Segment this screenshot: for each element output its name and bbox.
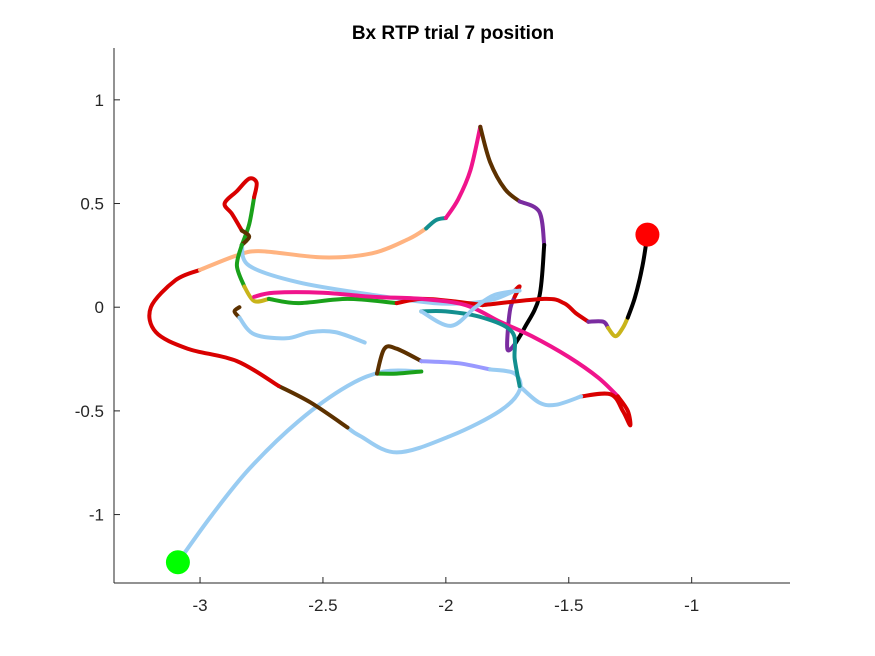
y-tick-label: 0 <box>95 298 104 317</box>
trajectory-segment-5 <box>276 384 350 430</box>
x-ticks: -3 -2.5 -2 -1.5 -1 <box>192 577 699 615</box>
trajectory-segment-9 <box>443 124 483 220</box>
trajectory-segment-27 <box>232 305 242 320</box>
trajectory-segment-1 <box>375 369 424 376</box>
x-tick-label: -2 <box>438 596 453 615</box>
chart-title: Bx RTP trial 7 position <box>352 23 554 44</box>
y-tick-label: 1 <box>95 91 104 110</box>
trajectory-segment-31 <box>517 384 584 408</box>
trajectory-segment-10 <box>478 124 522 204</box>
trajectory-segment-4 <box>345 367 523 455</box>
y-tick-label: -1 <box>89 506 104 525</box>
trajectory-segment-3 <box>419 359 493 372</box>
trajectory-segment-21 <box>266 296 399 306</box>
markers <box>165 222 660 575</box>
trajectory-segment-18 <box>239 228 252 247</box>
trajectory-segment-30 <box>579 391 633 428</box>
trajectory-segment-0 <box>175 368 424 565</box>
trajectory-segment-20 <box>242 284 271 304</box>
trajectory-segment-19 <box>234 243 247 289</box>
trajectory-segment-17 <box>222 176 259 233</box>
y-ticks: -1 -0.5 0 0.5 1 <box>75 91 120 525</box>
trajectory-segment-33 <box>419 288 522 328</box>
trajectory-segment-7 <box>198 226 429 272</box>
start-marker <box>165 550 190 575</box>
plot-lines <box>147 124 650 565</box>
x-tick-label: -1.5 <box>554 596 583 615</box>
trajectory-segment-16 <box>239 195 257 247</box>
trajectory-segment-2 <box>375 344 424 376</box>
trajectory-segment-29 <box>252 290 620 399</box>
trajectory-segment-32 <box>419 308 522 388</box>
trajectory-segment-26 <box>625 232 650 320</box>
trajectory-segment-24 <box>586 319 611 330</box>
y-tick-label: 0.5 <box>80 195 104 214</box>
trajectory-segment-6 <box>147 267 281 388</box>
trajectory-segment-11 <box>517 199 547 247</box>
x-tick-label: -3 <box>192 596 207 615</box>
x-tick-label: -1 <box>684 596 699 615</box>
trajectory-segment-25 <box>606 315 630 339</box>
trajectory-segment-23 <box>480 296 591 324</box>
trajectory-segment-28 <box>237 315 367 345</box>
end-marker <box>635 222 660 247</box>
x-tick-label: -2.5 <box>308 596 337 615</box>
y-tick-label: -0.5 <box>75 402 104 421</box>
trajectory-segment-12 <box>512 243 547 347</box>
trajectory-segment-8 <box>424 216 448 231</box>
